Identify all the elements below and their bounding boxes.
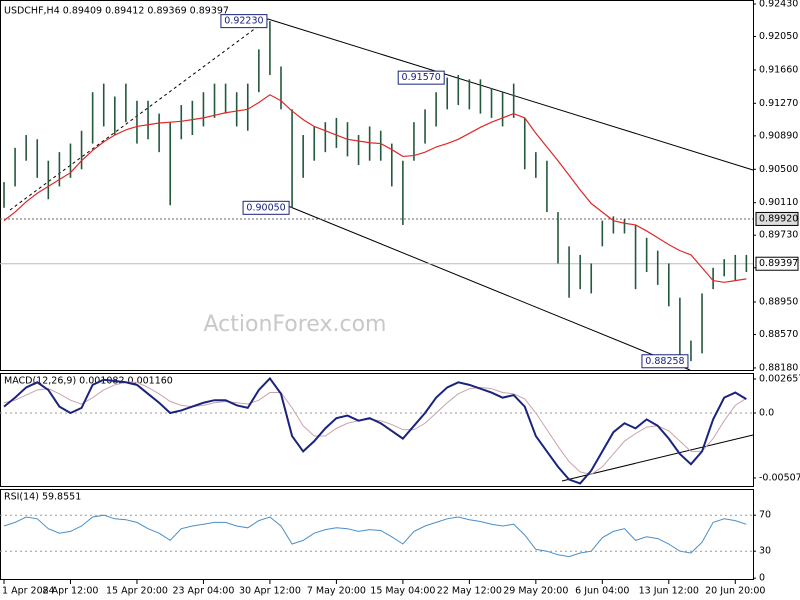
- y-tick-label: 0.002657: [759, 374, 800, 385]
- y-tick-label: 0: [759, 573, 765, 584]
- macd-title: MACD(12,26,9) 0.001082 0.001160: [4, 376, 173, 387]
- y-tick-label: 0.91270: [759, 98, 798, 109]
- macd-panel: [0, 373, 754, 487]
- channel-line: [287, 205, 691, 371]
- y-tick-label: 0.92430: [759, 0, 798, 10]
- y-tick-label: 0.88950: [759, 297, 798, 308]
- x-tick-label: 30 Apr 12:00: [239, 586, 301, 597]
- annotation-box: [242, 200, 290, 215]
- level-box: [755, 211, 799, 226]
- x-tick-label: 7 May 20:00: [307, 586, 366, 597]
- x-tick-label: 15 May 04:00: [370, 586, 435, 597]
- rsi-line: [3, 514, 747, 558]
- x-tick-label: 8 Apr 12:00: [43, 586, 99, 597]
- y-tick-label: 0.88570: [759, 329, 798, 340]
- level-label: 0.89397: [759, 258, 798, 269]
- moving-average: [3, 94, 747, 283]
- rsi-title: RSI(14) 59.8551: [4, 492, 81, 503]
- chart-title: USDCHF,H4 0.89409 0.89412 0.89369 0.8939…: [4, 6, 229, 17]
- y-tick-label: 0.91660: [759, 64, 798, 75]
- annotation-box: [220, 14, 268, 29]
- annotation-label: 0.90050: [246, 202, 285, 213]
- x-tick-label: 1 Apr 2024: [2, 586, 55, 597]
- x-tick-label: 23 Apr 04:00: [172, 586, 234, 597]
- macd-trend-line: [561, 434, 754, 482]
- y-tick-label: 0.90890: [759, 130, 798, 141]
- rsi-panel: [0, 489, 754, 580]
- macd-line: [3, 376, 747, 485]
- y-tick-label: -0.005078: [759, 473, 800, 484]
- annotation-box: [397, 70, 445, 85]
- y-tick-label: 70: [759, 510, 771, 521]
- annotation-box: [641, 354, 689, 369]
- x-tick-label: 29 May 20:00: [503, 586, 568, 597]
- annotation-label: 0.92230: [224, 16, 263, 27]
- y-tick-label: 0.90110: [759, 197, 798, 208]
- y-tick-label: 0.89730: [759, 230, 798, 241]
- annotation-label: 0.91570: [402, 72, 441, 83]
- y-tick-label: 0.88180: [759, 362, 798, 373]
- x-tick-label: 22 May 12:00: [437, 586, 502, 597]
- x-tick-label: 13 Jun 12:00: [639, 586, 699, 597]
- watermark: ActionForex.com: [204, 312, 387, 337]
- x-tick-label: 20 Jun 20:00: [705, 586, 765, 597]
- price-panel: [0, 0, 754, 371]
- x-tick-label: 6 Jun 04:00: [575, 586, 629, 597]
- y-tick-label: 30: [759, 546, 771, 557]
- annotation-label: 0.88258: [645, 356, 684, 367]
- y-tick-label: 0.0: [759, 408, 774, 419]
- level-box: [755, 256, 799, 271]
- y-tick-label: 0.92050: [759, 31, 798, 42]
- channel-line: [267, 18, 754, 171]
- level-label: 0.89920: [759, 213, 798, 224]
- y-tick-label: 0.90500: [759, 164, 798, 175]
- x-tick-label: 15 Apr 20:00: [106, 586, 168, 597]
